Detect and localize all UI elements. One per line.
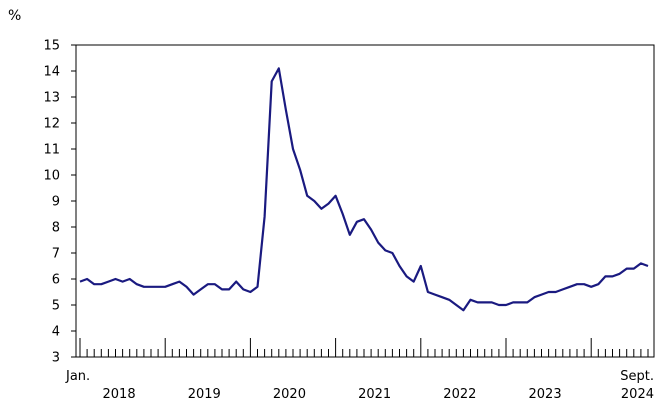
y-tick-label: 14	[43, 65, 60, 80]
y-tick-label: 8	[52, 221, 60, 236]
y-tick-label: 11	[43, 143, 60, 158]
x-year-label: 2021	[358, 387, 391, 402]
y-tick-label: 13	[43, 91, 60, 106]
x-axis-ticks	[79, 338, 649, 357]
x-year-label: 2019	[188, 387, 221, 402]
series-line	[79, 67, 649, 312]
y-axis-ticks: 3 4 5 6 7 8 9 10 11 12 13 14 15	[43, 39, 76, 366]
y-tick-label: 7	[52, 247, 60, 262]
y-axis-label: %	[8, 8, 21, 24]
y-tick-label: 3	[52, 351, 60, 366]
y-tick-label: 4	[52, 325, 60, 340]
y-tick-label: 10	[43, 169, 60, 184]
x-year-label: 2020	[273, 387, 306, 402]
y-tick-label: 6	[52, 273, 60, 288]
y-tick-label: 9	[52, 195, 60, 210]
y-tick-label: 15	[43, 39, 60, 54]
x-axis-year-labels: 2018 2019 2020 2021 2022 2023 2024	[103, 387, 654, 402]
x-year-label: 2023	[529, 387, 562, 402]
y-tick-label: 5	[52, 299, 60, 314]
x-end-label: Sept.	[620, 369, 654, 384]
plot-frame	[75, 44, 655, 358]
x-year-label: 2018	[103, 387, 136, 402]
x-start-label: Jan.	[65, 369, 90, 384]
x-year-label: 2022	[443, 387, 476, 402]
y-tick-label: 12	[43, 117, 60, 132]
x-year-label: 2024	[621, 387, 654, 402]
